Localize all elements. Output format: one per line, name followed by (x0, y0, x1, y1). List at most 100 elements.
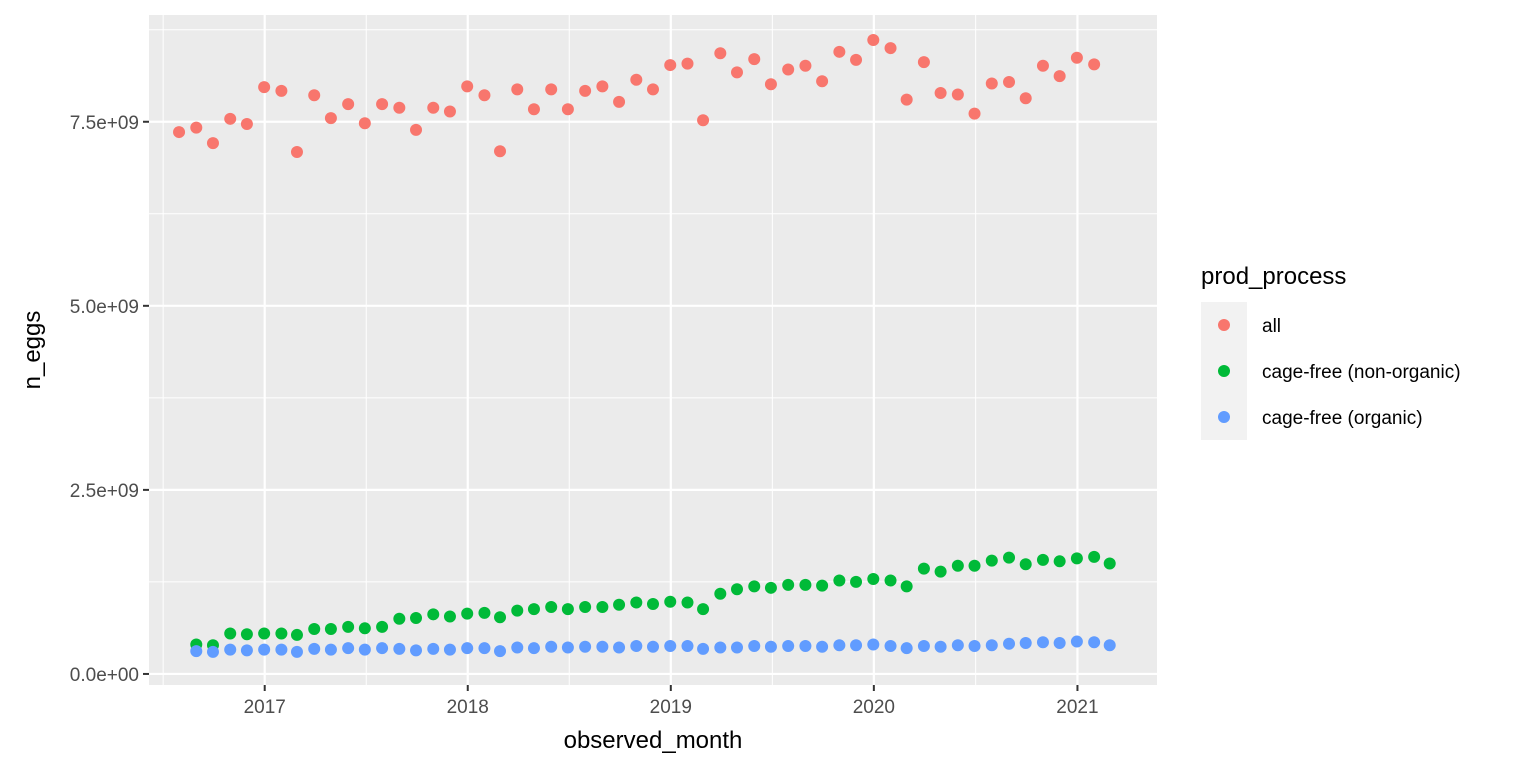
point-cage-free-non-organic (596, 600, 609, 613)
point-cage-free-non-organic (681, 596, 694, 609)
point-all (358, 117, 371, 130)
point-cage-free-non-organic (1003, 551, 1016, 564)
point-all (647, 83, 659, 96)
point-cage-free-organic (358, 643, 371, 656)
point-all (258, 81, 271, 94)
point-cage-free-non-organic (1019, 558, 1032, 571)
point-cage-free-organic (342, 642, 355, 655)
legend-key (1218, 365, 1230, 377)
point-all (1088, 58, 1101, 71)
point-all (478, 89, 491, 102)
point-cage-free-organic (613, 641, 626, 654)
point-all (1036, 59, 1049, 72)
point-cage-free-organic (951, 639, 964, 652)
point-all (782, 63, 795, 76)
point-cage-free-non-organic (410, 612, 423, 624)
point-cage-free-organic (867, 638, 880, 651)
point-cage-free-non-organic (884, 574, 897, 587)
legend-key (1218, 411, 1230, 423)
point-all (561, 103, 574, 116)
point-cage-free-organic (511, 641, 524, 654)
point-all (1053, 70, 1066, 83)
point-cage-free-non-organic (443, 610, 456, 623)
point-cage-free-organic (1088, 636, 1101, 649)
point-cage-free-organic (258, 643, 271, 656)
point-cage-free-non-organic (951, 559, 964, 572)
point-all (850, 53, 863, 66)
point-cage-free-non-organic (968, 559, 981, 572)
point-cage-free-organic (748, 639, 761, 652)
x-tick-label: 2020 (853, 697, 895, 718)
point-all (596, 80, 609, 93)
point-all (968, 107, 981, 120)
point-cage-free-non-organic (224, 627, 237, 640)
legend-key (1218, 319, 1230, 331)
point-cage-free-non-organic (240, 628, 253, 641)
point-cage-free-organic (731, 641, 743, 654)
point-cage-free-non-organic (275, 627, 288, 640)
point-cage-free-organic (647, 640, 659, 653)
y-tick-label: 0.0e+00 (70, 665, 139, 686)
point-all (764, 78, 777, 91)
legend-label: all (1262, 316, 1281, 337)
point-cage-free-non-organic (1070, 552, 1083, 565)
point-cage-free-organic (1070, 635, 1083, 648)
point-cage-free-non-organic (697, 603, 710, 616)
point-cage-free-non-organic (917, 562, 930, 575)
y-axis-title: n_eggs (19, 311, 46, 390)
point-cage-free-non-organic (764, 581, 777, 594)
point-cage-free-non-organic (664, 595, 677, 608)
point-all (1019, 92, 1032, 105)
point-cage-free-organic (714, 641, 727, 654)
point-all (275, 84, 288, 97)
x-tick-label: 2021 (1056, 697, 1098, 718)
point-all (290, 145, 303, 158)
plot-panel (149, 15, 1157, 685)
point-cage-free-non-organic (1103, 557, 1116, 570)
point-all (816, 75, 829, 88)
point-cage-free-non-organic (748, 580, 761, 593)
point-all (1070, 51, 1083, 64)
point-cage-free-organic (1103, 639, 1116, 652)
point-cage-free-non-organic (561, 603, 574, 616)
point-cage-free-organic (816, 640, 829, 653)
point-cage-free-non-organic (1088, 550, 1101, 563)
point-cage-free-organic (427, 642, 440, 655)
point-all (985, 77, 998, 90)
major-gridlines (149, 15, 1157, 685)
point-cage-free-organic (324, 643, 337, 656)
point-all (206, 137, 219, 150)
point-all (393, 101, 406, 114)
point-all (900, 93, 913, 106)
point-cage-free-non-organic (579, 600, 592, 613)
point-cage-free-non-organic (545, 600, 558, 613)
point-all (579, 84, 592, 97)
data-points (173, 34, 1116, 658)
point-all (630, 73, 643, 86)
point-cage-free-non-organic (867, 572, 880, 585)
point-cage-free-organic (799, 639, 812, 652)
point-cage-free-organic (850, 639, 863, 652)
point-all (613, 95, 626, 108)
point-all (494, 145, 507, 158)
point-cage-free-organic (410, 644, 423, 657)
legend-label: cage-free (non-organic) (1262, 362, 1461, 383)
point-cage-free-non-organic (630, 596, 643, 609)
point-all (427, 101, 440, 114)
point-all (731, 66, 743, 79)
point-cage-free-organic (1019, 637, 1032, 650)
point-cage-free-organic (1053, 637, 1066, 650)
point-cage-free-organic (478, 642, 491, 655)
point-all (884, 42, 897, 55)
y-tick-label: 7.5e+09 (70, 113, 139, 134)
point-cage-free-organic (393, 642, 406, 655)
point-cage-free-organic (275, 643, 288, 656)
point-cage-free-organic (1036, 636, 1049, 649)
point-cage-free-organic (884, 639, 897, 652)
point-all (324, 112, 337, 125)
point-cage-free-organic (782, 639, 795, 652)
point-cage-free-non-organic (613, 598, 626, 611)
point-cage-free-organic (545, 640, 558, 653)
point-all (714, 47, 727, 60)
